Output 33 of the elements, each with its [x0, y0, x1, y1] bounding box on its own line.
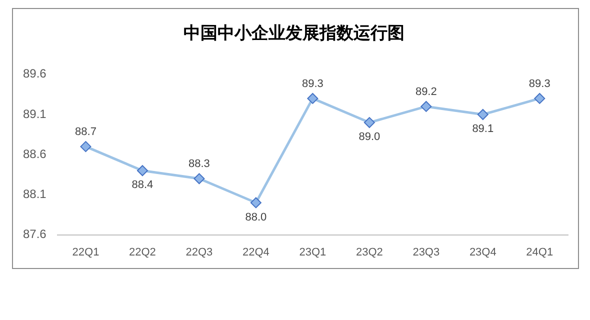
data-label: 88.3: [188, 158, 210, 170]
data-label: 89.3: [528, 78, 550, 90]
y-tick-label: 89.6: [22, 66, 47, 81]
data-label: 89.2: [415, 86, 437, 98]
chart-title: 中国中小企业发展指数运行图: [184, 24, 404, 44]
data-label: 88.0: [245, 211, 267, 224]
x-tick-label: 22Q1: [72, 246, 100, 258]
point: [420, 100, 432, 112]
point: [534, 92, 546, 104]
data-label: 89.3: [302, 78, 324, 90]
x-tick-label: 22Q4: [242, 246, 270, 258]
data-label: 88.4: [132, 179, 154, 192]
point: [250, 197, 262, 208]
point: [477, 109, 488, 120]
point: [364, 117, 375, 128]
x-tick-label: 23Q1: [299, 246, 326, 258]
y-tick-label: 88.6: [22, 146, 47, 161]
y-tick-label: 87.6: [22, 227, 47, 242]
x-tick-label: 23Q4: [469, 246, 496, 258]
x-tick-label: 24Q1: [526, 246, 554, 258]
x-tick-label: 23Q2: [356, 246, 383, 258]
data-label: 89.0: [358, 131, 380, 144]
x-tick-label: 23Q3: [412, 246, 440, 258]
y-tick-label: 88.1: [22, 187, 47, 202]
x-tick-label: 22Q2: [129, 246, 156, 258]
point: [307, 92, 318, 104]
point: [136, 165, 148, 176]
x-tick-label: 22Q3: [186, 246, 213, 258]
data-label: 89.1: [472, 123, 494, 136]
point: [194, 173, 205, 184]
y-tick-label: 89.1: [22, 106, 47, 121]
data-label: 88.7: [75, 126, 96, 138]
point: [80, 141, 92, 152]
